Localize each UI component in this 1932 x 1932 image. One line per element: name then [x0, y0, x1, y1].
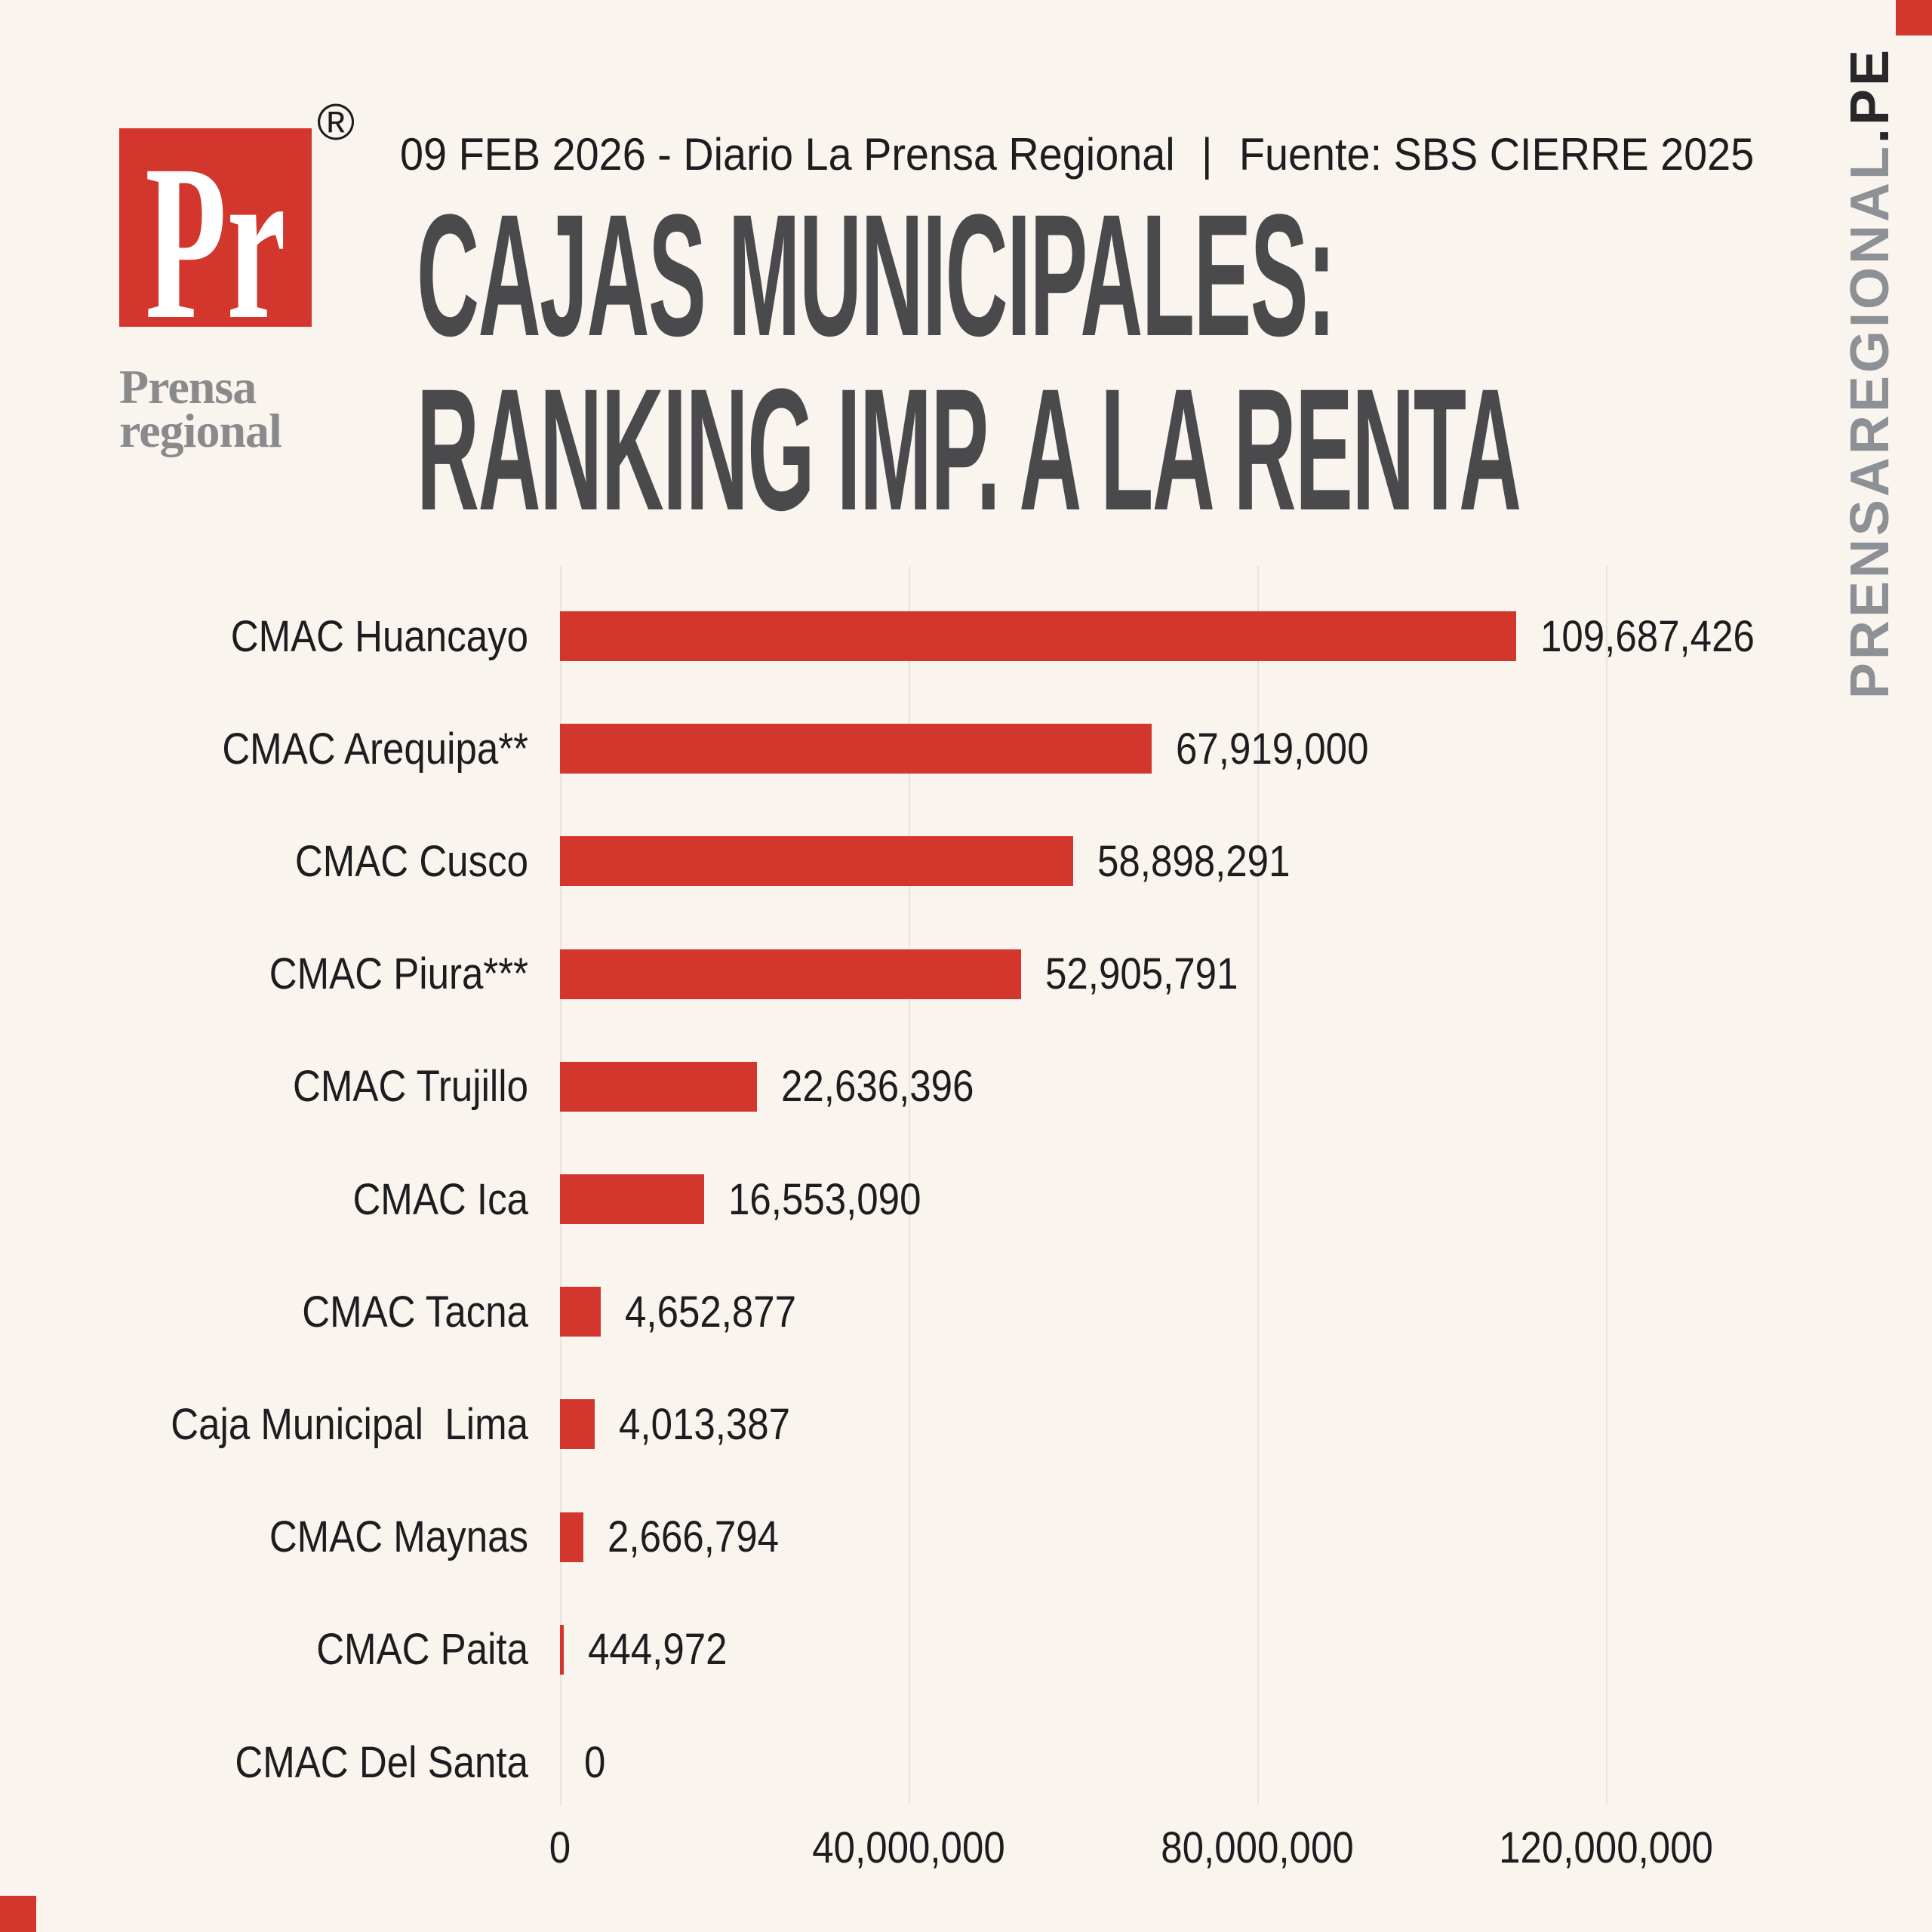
- dateline-separator: |: [1201, 129, 1213, 180]
- bar-row: CMAC Del Santa 0: [0, 1706, 1932, 1819]
- category-label: CMAC Cusco: [294, 836, 528, 886]
- bar: [560, 611, 1516, 661]
- value-label: 2,666,794: [607, 1512, 779, 1562]
- value-label: 0: [584, 1737, 606, 1787]
- bar: [560, 836, 1074, 887]
- bar-row: CMAC Huancayo 109,687,426: [0, 580, 1932, 693]
- x-axis-tick-label: 40,000,000: [812, 1823, 1005, 1872]
- bar-row: CMAC Trujillo 22,636,396: [0, 1030, 1932, 1143]
- site-url-pe-part: .PE: [1840, 47, 1900, 144]
- bar-row: CMAC Maynas 2,666,794: [0, 1481, 1932, 1593]
- value-label: 58,898,291: [1097, 836, 1291, 886]
- value-label: 52,905,791: [1045, 949, 1238, 999]
- category-label: CMAC Paita: [316, 1625, 528, 1675]
- bar-row: CMAC Piura*** 52,905,791: [0, 918, 1932, 1030]
- value-label: 109,687,426: [1540, 611, 1755, 661]
- page-title-line1: CAJAS MUNICIPALES:: [417, 178, 1336, 372]
- bar: [560, 1624, 565, 1675]
- category-label: Caja Municipal Lima: [171, 1399, 528, 1449]
- value-label: 4,652,877: [624, 1287, 796, 1337]
- bar: [560, 1061, 758, 1112]
- bottom-left-accent-square: [0, 1896, 36, 1932]
- bar: [560, 724, 1152, 774]
- value-label: 16,553,090: [728, 1174, 921, 1224]
- bar: [560, 1512, 583, 1562]
- gridline: [909, 566, 910, 1805]
- gridline: [1257, 566, 1259, 1805]
- category-label: CMAC Ica: [352, 1174, 528, 1224]
- category-label: CMAC Maynas: [269, 1512, 528, 1562]
- dateline-text: 09 FEB 2026 - Diario La Prensa Regional: [400, 129, 1175, 180]
- page-title-line2: RANKING IMP. A LA RENTA: [417, 352, 1521, 546]
- category-label: CMAC Del Santa: [235, 1737, 528, 1787]
- logo-monogram: Pr: [145, 118, 286, 365]
- x-axis: 0 40,000,000 80,000,000 120,000,000: [0, 1823, 1932, 1883]
- value-label: 444,972: [588, 1625, 728, 1675]
- x-axis-tick-label: 0: [549, 1823, 571, 1872]
- bar: [560, 1399, 595, 1450]
- category-label: CMAC Huancayo: [230, 611, 528, 661]
- gridline: [1606, 566, 1607, 1805]
- category-label: CMAC Trujillo: [293, 1062, 528, 1112]
- bar-chart: CMAC Huancayo 109,687,426 CMAC Arequipa** 6…: [0, 566, 1932, 1805]
- category-label: CMAC Piura***: [269, 949, 528, 999]
- registered-trademark-icon: ®: [317, 94, 355, 151]
- value-label: 67,919,000: [1176, 724, 1369, 774]
- wordmark-line1: Prensa: [119, 360, 257, 414]
- bar-row: CMAC Tacna 4,652,877: [0, 1256, 1932, 1368]
- bar-row: CMAC Arequipa** 67,919,000: [0, 693, 1932, 805]
- bar-row: CMAC Paita 444,972: [0, 1593, 1932, 1706]
- wordmark-line2: regional: [119, 404, 282, 457]
- x-axis-tick-label: 120,000,000: [1499, 1823, 1713, 1872]
- value-label: 4,013,387: [619, 1399, 791, 1449]
- bar-row: CMAC Cusco 58,898,291: [0, 805, 1932, 918]
- dateline: 09 FEB 2026 - Diario La Prensa Regional |…: [400, 132, 1754, 177]
- logo-wordmark: Prensa regional: [119, 360, 282, 457]
- top-right-accent-square: [1896, 0, 1932, 35]
- x-axis-tick-label: 80,000,000: [1161, 1823, 1354, 1872]
- value-label: 22,636,396: [781, 1062, 974, 1112]
- source-text: Fuente: SBS CIERRE 2025: [1238, 129, 1755, 180]
- bar: [560, 1287, 601, 1337]
- bar-row: Caja Municipal Lima 4,013,387: [0, 1368, 1932, 1481]
- bar: [560, 1174, 705, 1224]
- category-label: CMAC Tacna: [302, 1287, 528, 1337]
- prensa-regional-logo: Pr: [119, 128, 312, 353]
- bar: [560, 949, 1022, 999]
- bar-row: CMAC Ica 16,553,090: [0, 1143, 1932, 1256]
- category-label: CMAC Arequipa**: [222, 724, 528, 774]
